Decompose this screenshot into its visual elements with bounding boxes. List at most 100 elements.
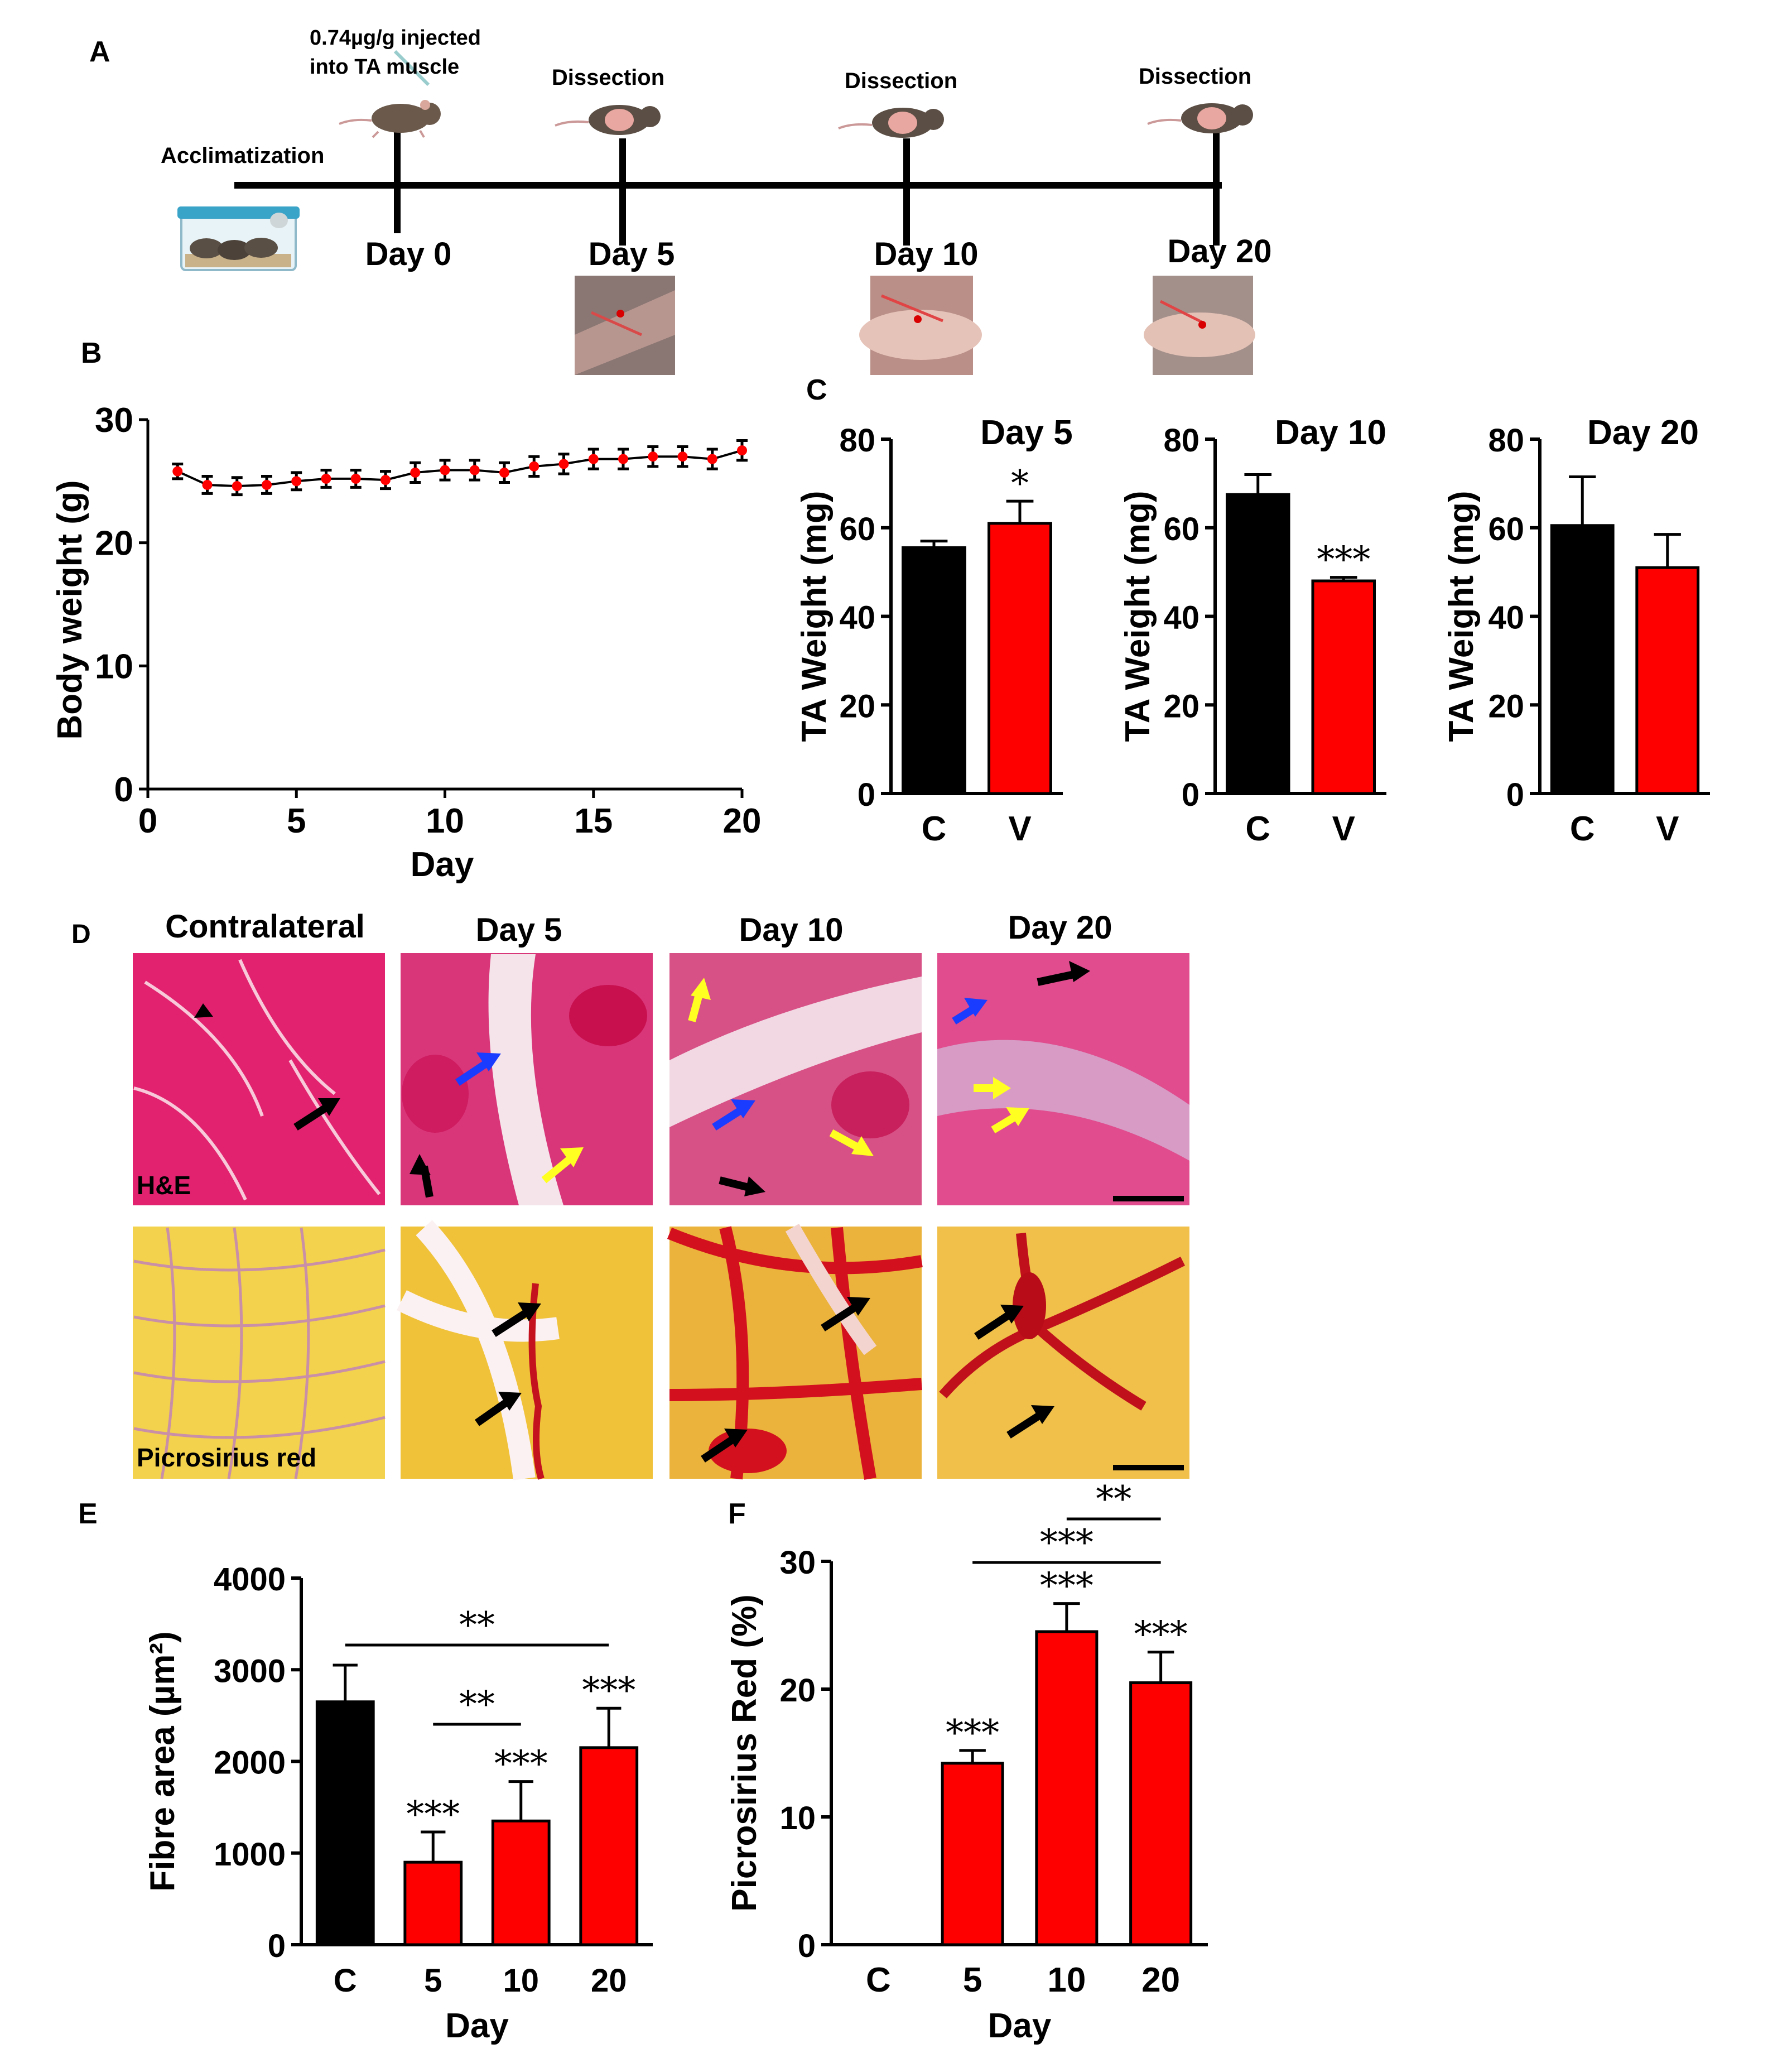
x-tick-label: 10	[426, 802, 464, 840]
bar	[1635, 566, 1700, 795]
data-point	[737, 445, 747, 456]
y-tick-label: 0	[114, 771, 133, 809]
muscle-photo-day10	[859, 276, 982, 375]
y-axis-title: Body weight (g)	[51, 480, 89, 740]
bar	[941, 1762, 1004, 1946]
panel-label-f: F	[728, 1498, 746, 1530]
histology-column-day20: Day 20	[1008, 910, 1112, 946]
x-tick-label: V	[1332, 810, 1355, 848]
data-point	[648, 451, 658, 462]
dissection-label-day20: Dissection	[1139, 64, 1251, 89]
y-tick-label: 20	[1488, 688, 1524, 724]
bar	[403, 1860, 463, 1946]
y-tick-label: 10	[779, 1800, 816, 1836]
y-axis-title: TA Weight (mg)	[795, 491, 834, 742]
y-axis-title: Picrosirius Red (%)	[725, 1594, 764, 1911]
y-tick-label: 80	[839, 422, 875, 459]
data-point	[232, 481, 242, 492]
histology-column-day5: Day 5	[476, 912, 562, 948]
bar	[579, 1746, 639, 1946]
mouse-icon	[339, 50, 441, 138]
x-tick-label: 20	[1141, 1961, 1180, 1999]
y-tick-label: 0	[1506, 777, 1524, 813]
day-20-label: Day 20	[1167, 233, 1271, 270]
data-point	[410, 467, 421, 478]
data-point	[440, 465, 450, 475]
day-10-label: Day 10	[874, 236, 978, 272]
mouse-icon	[1147, 103, 1253, 133]
x-tick-label: V	[1008, 810, 1031, 848]
data-point	[529, 461, 539, 472]
x-axis-title: Day	[445, 2007, 509, 2045]
x-tick-label: C	[1245, 810, 1270, 848]
significance-label: *	[1011, 463, 1029, 504]
y-tick-label: 0	[858, 777, 875, 813]
chart-title: Day 5	[980, 413, 1072, 452]
body-weight-chart: 0 10 20 30 0 5 10 15 20 Day Body weight (g)	[51, 401, 761, 884]
panel-label-c: C	[806, 374, 827, 406]
panel-label-e: E	[78, 1498, 98, 1530]
picrosirius-red-chart: 0 10 20 30 C 5 *** 10 *** 20 *** Day Picrosirius Red…	[725, 1479, 1208, 2045]
he-image-contralateral	[133, 953, 385, 1205]
y-axis-title: TA Weight (mg)	[1119, 491, 1157, 742]
significance-label: ***	[1317, 540, 1370, 581]
bar	[987, 522, 1052, 795]
significance-label: ***	[1134, 1614, 1188, 1656]
significance-label: ***	[494, 1744, 548, 1785]
significance-label: **	[459, 1684, 495, 1725]
he-image-day5	[401, 953, 653, 1205]
y-tick-label: 40	[1488, 600, 1524, 636]
significance-label: ***	[582, 1670, 635, 1711]
significance-label: ***	[406, 1794, 460, 1835]
data-point	[618, 454, 628, 464]
chart-title: Day 20	[1587, 413, 1699, 452]
y-tick-label: 60	[1488, 511, 1524, 547]
panel-label-d: D	[71, 920, 91, 949]
y-tick-label: 40	[839, 600, 875, 636]
data-point	[291, 476, 302, 487]
data-point	[262, 479, 272, 490]
data-point	[380, 475, 391, 485]
y-tick-label: 1000	[214, 1836, 286, 1873]
x-tick-label: 5	[424, 1963, 442, 1999]
x-tick-label: 10	[503, 1963, 539, 1999]
x-tick-label: C	[334, 1963, 357, 1999]
data-point	[499, 467, 509, 478]
x-tick-label: C	[1570, 810, 1595, 848]
picrosirius-image-contralateral	[133, 1227, 386, 1479]
dissection-label-day5: Dissection	[552, 65, 664, 90]
ta-weight-day5-chart: 0 20 40 60 80 C V * Day 5 TA Weight (mg)	[795, 413, 1073, 848]
picrosirius-image-day10	[667, 1224, 923, 1480]
picrosirius-image-day5	[397, 1220, 653, 1480]
y-tick-label: 30	[95, 401, 133, 440]
bar	[315, 1700, 375, 1946]
data-point	[558, 459, 569, 469]
histology-column-day10: Day 10	[739, 912, 843, 948]
y-tick-label: 10	[95, 647, 133, 686]
muscle-photo-day5	[575, 276, 675, 375]
x-tick-label: 20	[591, 1963, 627, 1999]
mouse-icon	[555, 105, 661, 135]
data-point	[202, 479, 213, 490]
x-tick-label: C	[866, 1961, 891, 1999]
he-stain-label: H&E	[137, 1171, 191, 1200]
data-point	[350, 473, 361, 484]
mouse-icon	[838, 108, 944, 138]
data-point	[707, 454, 717, 464]
x-tick-label: 10	[1047, 1961, 1086, 1999]
x-tick-label: 5	[287, 802, 306, 840]
y-tick-label: 20	[839, 688, 875, 724]
y-tick-label: 60	[839, 511, 875, 547]
dissection-label-day10: Dissection	[845, 69, 957, 93]
significance-label: **	[1096, 1479, 1131, 1520]
x-tick-label: 20	[723, 802, 762, 840]
bar	[1550, 524, 1615, 795]
day-0-label: Day 0	[365, 236, 452, 272]
picrosirius-image-day20	[937, 1227, 1189, 1479]
y-tick-label: 0	[268, 1928, 286, 1964]
acclimatization-label: Acclimatization	[161, 143, 324, 168]
bar	[1225, 493, 1290, 795]
y-tick-label: 30	[779, 1545, 816, 1581]
y-tick-label: 60	[1163, 511, 1200, 547]
ta-weight-day20-chart: 0 20 40 60 80 C V Day 20 TA Weight (mg)	[1442, 413, 1710, 848]
